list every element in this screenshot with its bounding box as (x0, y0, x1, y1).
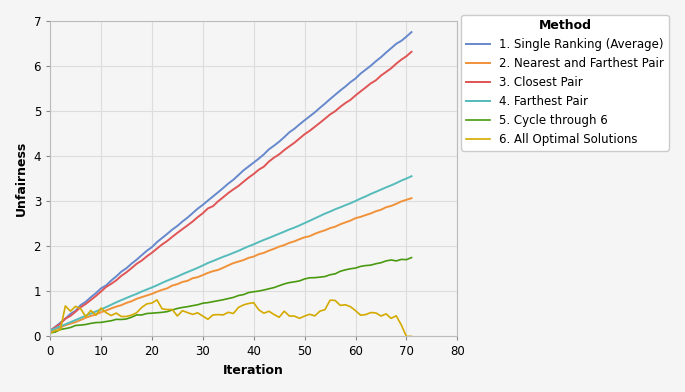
1. Single Ranking (Average) (132, 258, 140, 262)
Line: 3. Closest Pair: 3. Closest Pair (50, 52, 412, 331)
4. Farthest Pair (168, 276, 176, 281)
X-axis label: Iteration: Iteration (223, 364, 284, 377)
5. Cycle through 6 (249, 289, 258, 294)
2. Nearest and Farthest Pair (46, 328, 54, 333)
6. All Optimal Solutions (408, 334, 416, 339)
3. Closest Pair (46, 329, 54, 334)
2. Nearest and Farthest Pair (168, 283, 176, 288)
5. Cycle through 6 (408, 255, 416, 260)
2. Nearest and Farthest Pair (97, 310, 105, 314)
2. Nearest and Farthest Pair (275, 244, 284, 249)
5. Cycle through 6 (132, 312, 140, 317)
Line: 2. Nearest and Farthest Pair: 2. Nearest and Farthest Pair (50, 198, 412, 331)
5. Cycle through 6 (168, 308, 176, 312)
3. Closest Pair (249, 172, 258, 176)
6. All Optimal Solutions (295, 316, 303, 321)
1. Single Ranking (Average) (46, 328, 54, 333)
Line: 5. Cycle through 6: 5. Cycle through 6 (50, 258, 412, 333)
6. All Optimal Solutions (255, 307, 263, 312)
Y-axis label: Unfairness: Unfairness (15, 141, 28, 216)
6. All Optimal Solutions (97, 306, 105, 310)
5. Cycle through 6 (97, 320, 105, 325)
1. Single Ranking (Average) (408, 30, 416, 34)
1. Single Ranking (Average) (275, 139, 284, 144)
1. Single Ranking (Average) (97, 286, 105, 291)
1. Single Ranking (Average) (290, 126, 299, 131)
1. Single Ranking (Average) (168, 227, 176, 232)
5. Cycle through 6 (46, 330, 54, 335)
Line: 6. All Optimal Solutions: 6. All Optimal Solutions (50, 300, 412, 336)
4. Farthest Pair (408, 174, 416, 179)
6. All Optimal Solutions (280, 309, 288, 314)
4. Farthest Pair (290, 225, 299, 230)
2. Nearest and Farthest Pair (132, 296, 140, 301)
3. Closest Pair (168, 234, 176, 239)
5. Cycle through 6 (275, 283, 284, 288)
6. All Optimal Solutions (153, 298, 161, 302)
Line: 1. Single Ranking (Average): 1. Single Ranking (Average) (50, 32, 412, 330)
3. Closest Pair (97, 289, 105, 294)
4. Farthest Pair (46, 328, 54, 333)
1. Single Ranking (Average) (249, 160, 258, 165)
4. Farthest Pair (249, 242, 258, 247)
Line: 4. Farthest Pair: 4. Farthest Pair (50, 176, 412, 331)
6. All Optimal Solutions (46, 331, 54, 336)
3. Closest Pair (290, 140, 299, 145)
Legend: 1. Single Ranking (Average), 2. Nearest and Farthest Pair, 3. Closest Pair, 4. F: 1. Single Ranking (Average), 2. Nearest … (462, 15, 669, 151)
4. Farthest Pair (275, 231, 284, 236)
3. Closest Pair (132, 261, 140, 266)
4. Farthest Pair (132, 292, 140, 296)
6. All Optimal Solutions (173, 314, 182, 318)
2. Nearest and Farthest Pair (249, 254, 258, 259)
6. All Optimal Solutions (382, 312, 390, 316)
6. All Optimal Solutions (402, 334, 410, 339)
3. Closest Pair (408, 49, 416, 54)
2. Nearest and Farthest Pair (290, 239, 299, 244)
2. Nearest and Farthest Pair (408, 196, 416, 201)
4. Farthest Pair (97, 307, 105, 312)
5. Cycle through 6 (290, 279, 299, 284)
3. Closest Pair (275, 152, 284, 157)
